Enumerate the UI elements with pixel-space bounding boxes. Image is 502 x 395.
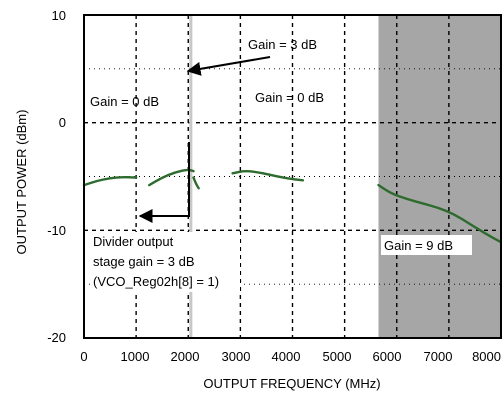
arrow-gain-3db (186, 56, 271, 76)
x-tick-label: 3000 (222, 349, 251, 364)
x-tick-label: 2000 (171, 349, 200, 364)
x-tick-label: 4000 (272, 349, 301, 364)
plot-frame (83, 14, 502, 339)
annotation-divider-line3: (VCO_Reg02h[8] = 1) (93, 274, 219, 289)
series-line (377, 183, 502, 244)
y-tick-label: -20 (47, 330, 66, 345)
annotation-gain-9db-box (381, 235, 472, 255)
annotation-divider-line1: Divider output (93, 234, 174, 249)
arrow-divider-gain (138, 142, 190, 223)
y-tick-label: 0 (59, 115, 66, 130)
annotation-divider-box (90, 232, 240, 292)
x-tick-label: 1000 (121, 349, 150, 364)
x-tick-label: 6000 (373, 349, 402, 364)
series-line (148, 168, 195, 187)
x-tick-label: 7000 (424, 349, 453, 364)
x-tick-label: 5000 (323, 349, 352, 364)
x-axis-title: OUTPUT FREQUENCY (MHz) (203, 376, 380, 391)
x-tick-label: 0 (80, 349, 87, 364)
series-layer (82, 168, 502, 244)
x-tick-label: 8000 (472, 349, 501, 364)
series-line (231, 170, 305, 182)
y-tick-label: -10 (47, 223, 66, 238)
plot-frame-layer (83, 14, 502, 339)
annotation-gain-3db: Gain = 3 dB (248, 37, 317, 52)
series-line (192, 176, 200, 190)
annotation-gain-0db-left: Gain = 0 dB (90, 94, 159, 109)
series-line (82, 176, 138, 187)
annotation-arrow-layer (138, 56, 271, 223)
annotation-gain-0db-right: Gain = 0 dB (255, 90, 324, 105)
y-tick-label: 10 (52, 8, 66, 23)
annotation-divider-line2: stage gain = 3 dB (93, 254, 195, 269)
y-axis-title: OUTPUT POWER (dBm) (14, 110, 29, 255)
annotation-gain-9db: Gain = 9 dB (384, 238, 453, 253)
